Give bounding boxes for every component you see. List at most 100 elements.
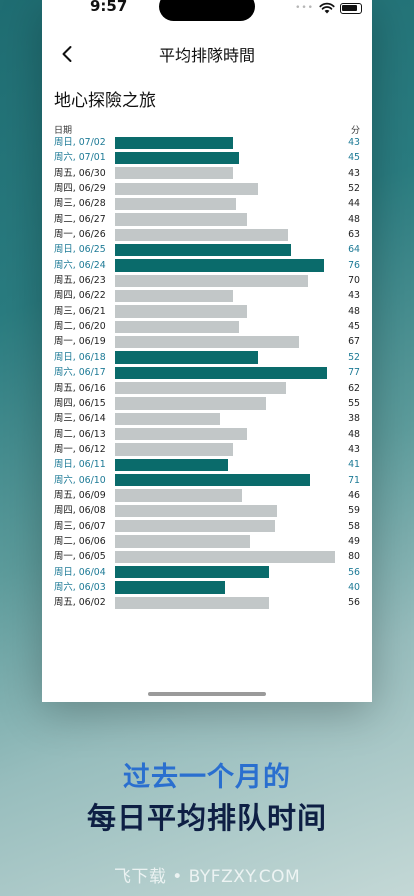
chart-row: 周二, 06/20 45 [42,319,372,334]
row-date-label: 周日, 07/02 [54,137,106,148]
wait-time-bar [115,428,247,441]
chart-row: 周六, 06/17 77 [42,365,372,380]
chevron-left-icon [62,46,72,62]
row-value-label: 48 [348,213,360,225]
row-date-label: 周五, 06/16 [54,382,106,394]
wait-time-bar [115,581,225,594]
chart-row: 周六, 06/10 71 [42,473,372,488]
wait-time-bar [115,458,228,472]
row-date-label: 周四, 06/08 [54,505,106,517]
caption-line2: 每日平均排队时间 [86,801,327,835]
wait-time-bar [115,213,247,226]
row-value-label: 48 [348,428,360,440]
phone-screen: 9:57 ••• 平均排隊時間 地心探險之旅 日期 分 周日, 07/02 43 周… [42,0,372,702]
row-date-label: 周五, 06/02 [54,597,106,609]
row-value-label: 40 [348,581,360,593]
row-date-label: 周三, 06/14 [54,413,106,425]
row-date-label: 周六, 06/03 [54,581,106,593]
wait-time-bar [115,520,275,533]
row-value-label: 45 [348,152,360,164]
chart-row: 周一, 06/05 80 [42,549,372,564]
row-value-label: 56 [348,597,360,609]
row-date-label: 周二, 06/13 [54,428,106,440]
wait-time-bar [115,550,335,564]
wait-time-bar [115,443,234,456]
chart-row: 周五, 06/23 70 [42,273,372,288]
row-value-label: 67 [348,336,360,348]
wait-time-bar [115,197,236,211]
row-value-label: 56 [348,566,360,578]
wait-time-bar [115,335,300,349]
chart-row: 周四, 06/22 43 [42,288,372,303]
row-date-label: 周四, 06/15 [54,397,106,409]
row-value-label: 62 [348,382,360,394]
row-value-label: 43 [348,167,360,179]
row-date-label: 周六, 06/24 [54,259,106,271]
home-indicator[interactable] [148,692,266,696]
chart-row: 周日, 06/04 56 [42,565,372,580]
chart-row: 周四, 06/29 52 [42,181,372,196]
chart-row: 周一, 06/12 43 [42,442,372,457]
page-title: 平均排隊時間 [158,46,255,65]
wait-time-bar [115,366,327,379]
wait-time-bar [115,228,289,241]
date-column-header: 日期 [54,126,73,136]
row-value-label: 43 [348,290,360,302]
chart-row: 周日, 06/11 41 [42,457,372,472]
row-date-label: 周六, 06/17 [54,367,106,379]
chart-row: 周五, 06/30 43 [42,166,372,181]
back-button[interactable] [56,42,80,66]
wait-time-bar [115,535,250,548]
row-date-label: 周四, 06/29 [54,183,106,195]
status-time: 9:57 [90,0,128,15]
battery-icon [340,2,362,14]
wait-time-bar [115,397,267,410]
row-date-label: 周四, 06/22 [54,290,106,302]
chart-row: 周二, 06/13 48 [42,427,372,442]
row-value-label: 70 [348,275,360,287]
status-bar: 9:57 ••• [42,0,372,26]
wait-time-bar [115,382,286,395]
wait-time-bar [115,167,234,180]
row-value-label: 55 [348,397,360,409]
row-date-label: 周一, 06/19 [54,336,106,348]
row-date-label: 周一, 06/05 [54,551,106,563]
chart-row: 周日, 06/18 52 [42,350,372,365]
row-date-label: 周三, 06/07 [54,520,106,532]
wait-time-bar-chart: 周日, 07/02 43 周六, 07/01 45 周五, 06/30 43 周四, 06/… [42,135,372,611]
row-value-label: 59 [348,505,360,517]
row-value-label: 52 [348,183,360,195]
row-value-label: 43 [348,137,360,148]
nav-bar: 平均排隊時間 [42,38,372,68]
wait-time-bar [115,259,324,272]
chart-row: 周三, 06/21 48 [42,304,372,319]
watermark: 飞下载 • BYFZXY.COM [113,867,301,887]
chart-row: 周日, 07/02 43 [42,135,372,150]
row-date-label: 周二, 06/27 [54,213,106,225]
chart-row: 周四, 06/15 55 [42,396,372,411]
chart-row: 周六, 06/03 40 [42,580,372,595]
chart-row: 周五, 06/02 56 [42,595,372,610]
row-date-label: 周三, 06/21 [54,305,106,317]
attraction-title: 地心探險之旅 [54,91,156,111]
chart-row: 周六, 07/01 45 [42,150,372,165]
chart-row: 周日, 06/25 64 [42,242,372,257]
wait-time-bar [115,274,308,287]
wait-time-bar [115,320,239,333]
row-date-label: 周六, 07/01 [54,152,106,164]
chart-row: 周四, 06/08 59 [42,503,372,518]
wait-time-bar [115,474,311,487]
wait-time-bar [115,182,258,195]
chart-row: 周一, 06/26 63 [42,227,372,242]
minutes-column-header: 分 [350,126,360,136]
wait-time-bar [115,489,242,502]
row-date-label: 周日, 06/04 [54,566,106,578]
row-value-label: 71 [348,474,360,486]
chart-row: 周三, 06/07 58 [42,519,372,534]
row-value-label: 48 [348,305,360,317]
wait-time-bar [115,596,269,610]
wait-time-bar [115,289,234,303]
wait-time-bar [115,412,220,425]
wifi-icon [319,2,335,14]
row-date-label: 周日, 06/18 [54,351,106,363]
